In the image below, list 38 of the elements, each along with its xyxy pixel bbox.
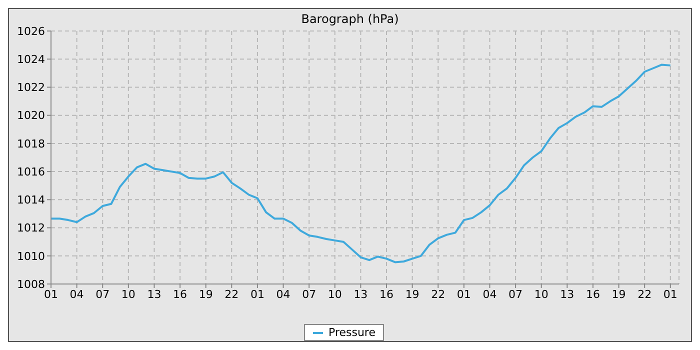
x-tick-label: 16	[380, 288, 394, 301]
y-tick-label: 1024	[17, 53, 45, 66]
x-tick-label: 04	[482, 288, 497, 301]
x-tick-label: 16	[586, 288, 600, 301]
x-tick-label: 10	[328, 288, 342, 301]
chart-title: Barograph (hPa)	[300, 11, 400, 26]
y-tick-label: 1020	[17, 109, 45, 122]
x-tick-label: 19	[612, 288, 626, 301]
x-tick-label: 13	[354, 288, 368, 301]
x-tick-label: 01	[456, 288, 471, 301]
y-tick-label: 1012	[17, 222, 45, 235]
y-tick-label: 1016	[17, 165, 45, 178]
y-tick-label: 1026	[17, 24, 45, 38]
x-tick-label: 07	[96, 288, 110, 301]
x-tick-label: 01	[250, 288, 264, 301]
x-tick-label: 19	[405, 288, 420, 301]
legend-label: Pressure	[328, 326, 376, 339]
x-tick-label: 04	[276, 288, 290, 301]
x-tick-label: 10	[534, 288, 548, 301]
y-tick-label: 1018	[17, 137, 45, 150]
x-tick-label: 13	[560, 288, 574, 301]
x-tick-label: 13	[147, 288, 162, 301]
x-tick-label: 01	[663, 288, 678, 301]
x-tick-label: 22	[638, 288, 652, 301]
x-tick-label: 10	[121, 288, 136, 301]
x-tick-label: 16	[173, 288, 188, 301]
line-series	[51, 64, 672, 264]
x-tick-label: 04	[70, 288, 84, 301]
y-tick-label: 1022	[17, 81, 45, 94]
x-tick-label: 07	[302, 288, 316, 301]
x-tick-label: 07	[508, 288, 523, 301]
x-tick-label: 19	[198, 288, 213, 301]
x-tick-label: 22	[224, 288, 239, 301]
x-tick-label: 01	[44, 288, 58, 301]
y-tick-label: 1008	[17, 278, 45, 291]
x-tick-label: 22	[431, 288, 446, 301]
y-tick-label: 1010	[17, 250, 45, 263]
y-tick-label: 1014	[17, 194, 45, 207]
